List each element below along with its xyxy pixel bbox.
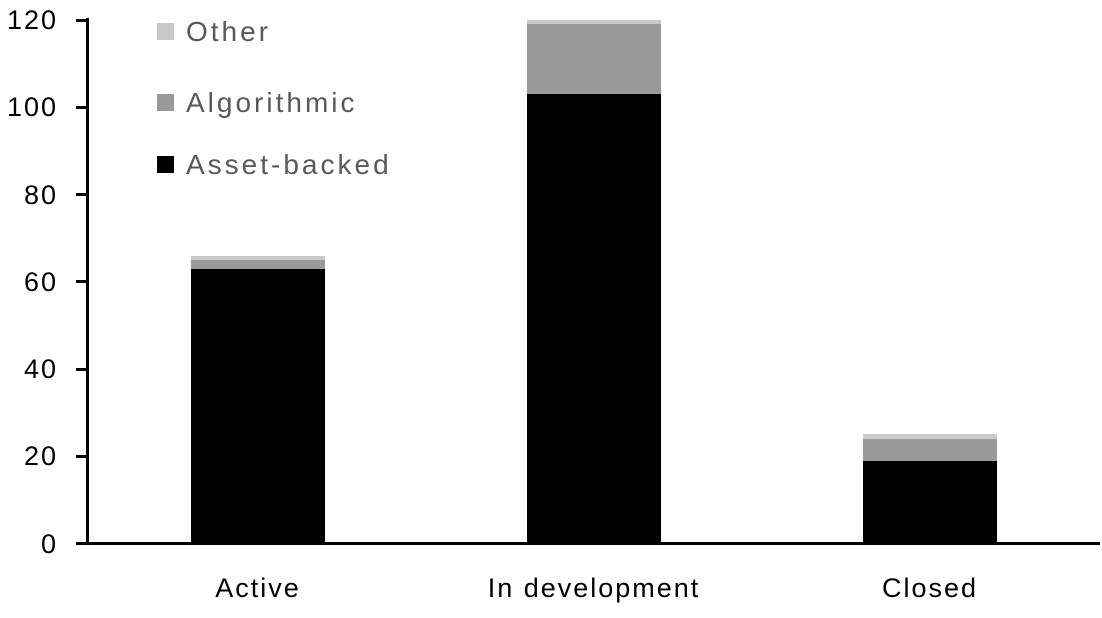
category-label: In development: [487, 573, 701, 603]
legend-label: Other: [186, 16, 272, 47]
bar-segment-other: [191, 255, 325, 260]
y-tick-label: 80: [23, 179, 58, 210]
legend-swatch-icon: [157, 94, 174, 111]
y-tick: [76, 105, 89, 109]
y-tick: [76, 280, 89, 284]
legend-swatch-icon: [157, 23, 174, 40]
bar-segment-other: [863, 434, 997, 439]
bar-segment-algorithmic: [863, 438, 997, 461]
bar-segment-other: [527, 20, 661, 25]
y-tick-label: 60: [23, 266, 58, 297]
legend-label: Algorithmic: [186, 87, 358, 118]
legend-swatch-icon: [157, 156, 174, 173]
y-tick: [76, 542, 89, 545]
y-tick-label: 100: [6, 92, 58, 123]
bar-segment-asset-backed: [863, 460, 997, 544]
bar-segment-algorithmic: [191, 259, 325, 269]
x-axis-line: [86, 542, 1100, 545]
y-tick: [76, 454, 89, 458]
category-label: Closed: [881, 573, 979, 603]
y-tick-label: 40: [23, 354, 58, 384]
y-tick: [76, 18, 89, 22]
category-label: Active: [215, 573, 301, 603]
y-tick-label: 120: [6, 5, 58, 35]
y-tick-label: 20: [23, 441, 58, 472]
y-tick: [76, 193, 89, 196]
bar-segment-algorithmic: [527, 24, 661, 95]
bar-segment-asset-backed: [191, 268, 325, 544]
y-tick-label: 0: [40, 528, 58, 559]
legend-label: Asset-backed: [186, 149, 392, 180]
bar-segment-asset-backed: [527, 94, 661, 544]
y-tick: [76, 367, 89, 371]
